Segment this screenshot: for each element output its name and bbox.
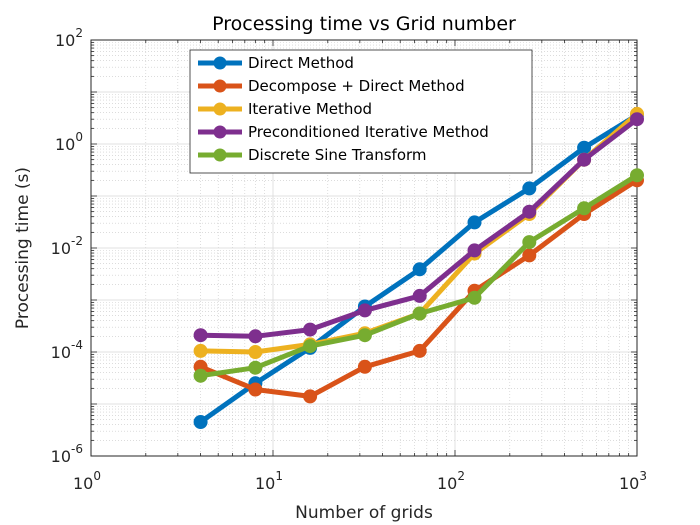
legend-label: Discrete Sine Transform	[248, 146, 427, 164]
legend-label: Iterative Method	[248, 100, 372, 118]
data-point	[248, 360, 263, 375]
legend-label: Preconditioned Iterative Method	[248, 123, 489, 141]
y-tick-label: 10-6	[51, 442, 83, 466]
legend-swatch-marker	[213, 125, 227, 139]
y-axis-label: Processing time (s)	[13, 167, 33, 329]
data-point	[193, 328, 208, 343]
x-tick-label: 102	[437, 469, 465, 493]
data-point	[467, 243, 482, 258]
y-tick-label: 102	[55, 26, 83, 50]
y-tick-label: 100	[55, 130, 83, 154]
data-point	[467, 290, 482, 305]
axes: 100 101 102 103 10-6 10-4 10-2 100 102	[51, 26, 647, 493]
data-point	[193, 343, 208, 358]
data-point	[412, 288, 427, 303]
grid	[90, 39, 638, 457]
data-point	[577, 152, 592, 167]
data-point	[303, 389, 318, 404]
x-tick-label: 103	[619, 469, 647, 493]
series-4	[193, 112, 644, 344]
data-point	[467, 215, 482, 230]
data-point	[303, 322, 318, 337]
data-point	[193, 415, 208, 429]
data-point	[412, 262, 427, 277]
data-point	[248, 345, 263, 359]
chart-title: Processing time vs Grid number	[212, 13, 516, 35]
data-point	[193, 368, 208, 383]
data-point	[630, 168, 644, 183]
y-tick-label: 10-2	[51, 234, 83, 258]
data-point	[412, 343, 427, 358]
legend-swatch-marker	[213, 56, 227, 70]
data-point	[357, 303, 372, 318]
legend-box	[189, 49, 533, 174]
data-point	[357, 328, 372, 343]
data-point	[577, 140, 592, 155]
legend-swatch-marker	[213, 148, 227, 162]
data-point	[522, 204, 537, 219]
legend-swatch-marker	[213, 79, 227, 93]
data-point	[522, 181, 537, 196]
legend-label: Direct Method	[248, 54, 354, 72]
data-point	[522, 248, 537, 263]
data-point	[412, 306, 427, 321]
data-point	[357, 359, 372, 374]
x-tick-label: 100	[73, 469, 101, 493]
legend-swatch-marker	[213, 102, 227, 116]
data-point	[248, 329, 263, 344]
series-group	[193, 106, 644, 429]
x-tick-label: 101	[255, 469, 283, 493]
legend: Direct Method Decompose + Direct Method It…	[189, 49, 533, 174]
x-axis-label: Number of grids	[295, 503, 433, 523]
legend-label: Decompose + Direct Method	[248, 77, 465, 95]
y-tick-label: 10-4	[51, 338, 83, 362]
series-5	[193, 168, 644, 383]
data-point	[577, 201, 592, 216]
data-point	[303, 339, 318, 354]
data-point	[630, 112, 644, 127]
data-point	[248, 382, 263, 397]
data-point	[522, 235, 537, 250]
